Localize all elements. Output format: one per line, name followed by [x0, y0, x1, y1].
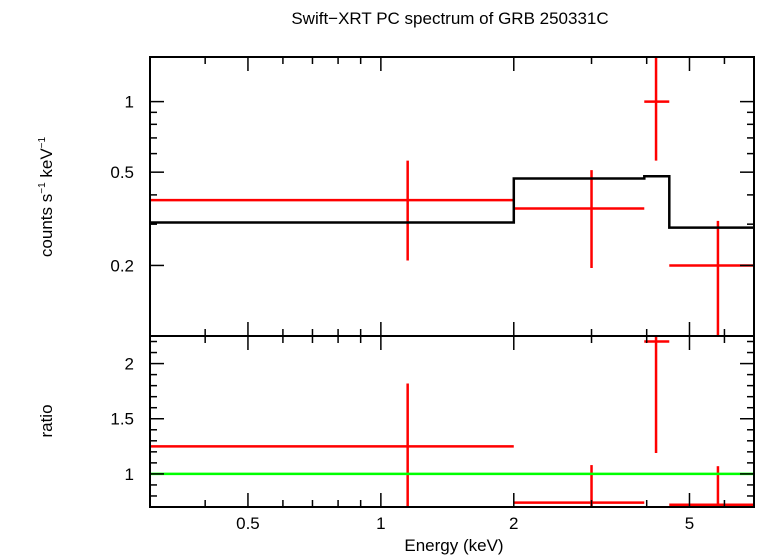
top-y-axis-label-exp1: −1 [37, 182, 48, 194]
panel-frame [149, 335, 755, 508]
top-y-axis-label-mid: keV [37, 148, 56, 183]
panel-frame [149, 56, 755, 337]
top-y-axis-label-main: counts s [37, 194, 56, 257]
x-axis-label: Energy (keV) [404, 536, 503, 555]
top-y-axis-label-exp2: −1 [37, 136, 48, 148]
data-point-2 [513, 465, 645, 507]
data-point-3 [644, 57, 670, 161]
ratio-panel: 1 1.5 2 0.5 1 2 5 [110, 335, 755, 533]
data-point-4 [669, 466, 754, 507]
x-tick-label-1: 1 [376, 514, 385, 533]
top-y-axis-label: counts s−1 keV−1 [37, 136, 56, 257]
y-tick-label-2: 2 [125, 355, 134, 374]
data-point-2 [513, 170, 645, 269]
bottom-y-axis-label: ratio [37, 404, 56, 437]
y-axis-ticks [150, 340, 754, 508]
data-point-4 [669, 220, 754, 336]
spectrum-panel: 0.2 0.5 1 [110, 56, 755, 337]
data-point-1 [150, 383, 514, 507]
x-tick-label-2: 2 [509, 514, 518, 533]
y-tick-label-1-5: 1.5 [110, 410, 134, 429]
x-axis-ticks [149, 57, 755, 336]
y-tick-label-0-2: 0.2 [110, 256, 134, 275]
y-tick-label-0-5: 0.5 [110, 163, 134, 182]
chart-title: Swift−XRT PC spectrum of GRB 250331C [291, 9, 608, 28]
x-tick-label-0-5: 0.5 [236, 514, 260, 533]
y-tick-label-1: 1 [125, 93, 134, 112]
x-tick-label-5: 5 [685, 514, 694, 533]
data-point-1 [150, 160, 514, 261]
data-point-3 [644, 336, 670, 453]
x-axis-ticks [149, 336, 755, 507]
y-axis-ticks [150, 100, 754, 337]
model-step-line [150, 175, 754, 229]
y-tick-label-1: 1 [125, 465, 134, 484]
